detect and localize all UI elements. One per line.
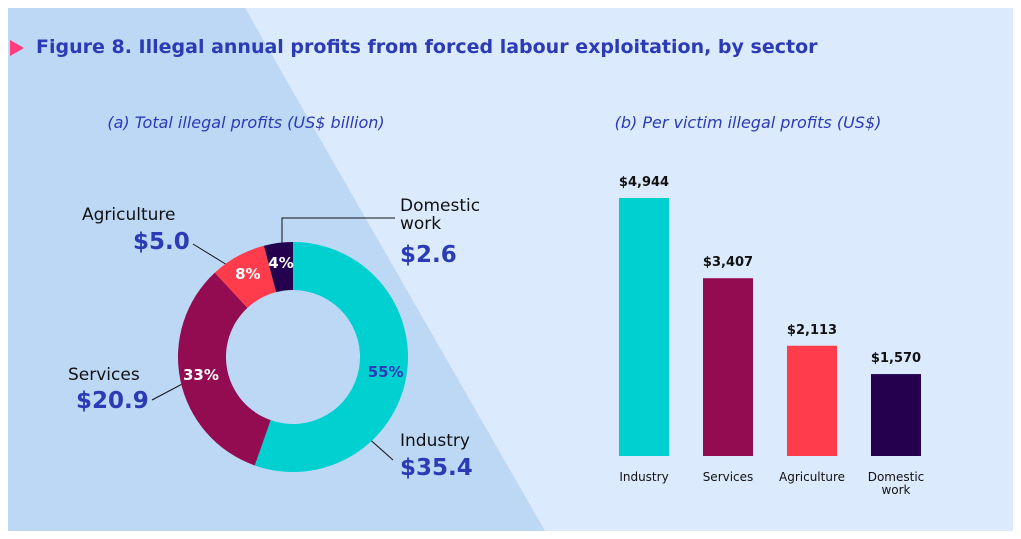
x-tick-label: Industry (619, 470, 669, 484)
x-tick-label: Agriculture (779, 470, 845, 484)
subtitle: (b) Per victim illegal profits (US$) (614, 113, 882, 132)
bar (619, 198, 669, 456)
category-label: Agriculture (82, 205, 176, 225)
value-label: $2,113 (786, 322, 838, 338)
x-tick-label: Domestic work (867, 470, 925, 497)
value-label: $5.0 (133, 229, 190, 255)
segment-label: 33% (182, 366, 219, 385)
subtitle: (a) Total illegal profits (US$ billion) (107, 113, 385, 132)
x-tick-label: Services (702, 470, 754, 484)
category-label: Industry (400, 431, 470, 451)
title-marker (10, 40, 24, 56)
donut-segment (263, 242, 293, 293)
value-label: $2.6 (400, 242, 457, 268)
bar (787, 345, 837, 456)
value-label: $35.4 (400, 455, 473, 481)
value-label: $1,570 (870, 351, 922, 367)
value-label: $3,407 (702, 255, 754, 271)
segment-label: 4% (268, 253, 294, 272)
value-label: $4,944 (618, 175, 670, 190)
segment-label: 55% (367, 362, 404, 381)
category-label: Domestic work (400, 196, 481, 234)
donut-segment (254, 242, 409, 472)
donut-segment (178, 272, 271, 466)
value-label: $20.9 (76, 388, 149, 414)
segment-label: 8% (235, 264, 261, 283)
bar (871, 374, 921, 456)
bar (703, 278, 753, 456)
title: Figure 8. Illegal annual profits from fo… (36, 36, 818, 58)
category-label: Services (68, 365, 140, 385)
donut-segment (214, 245, 277, 308)
